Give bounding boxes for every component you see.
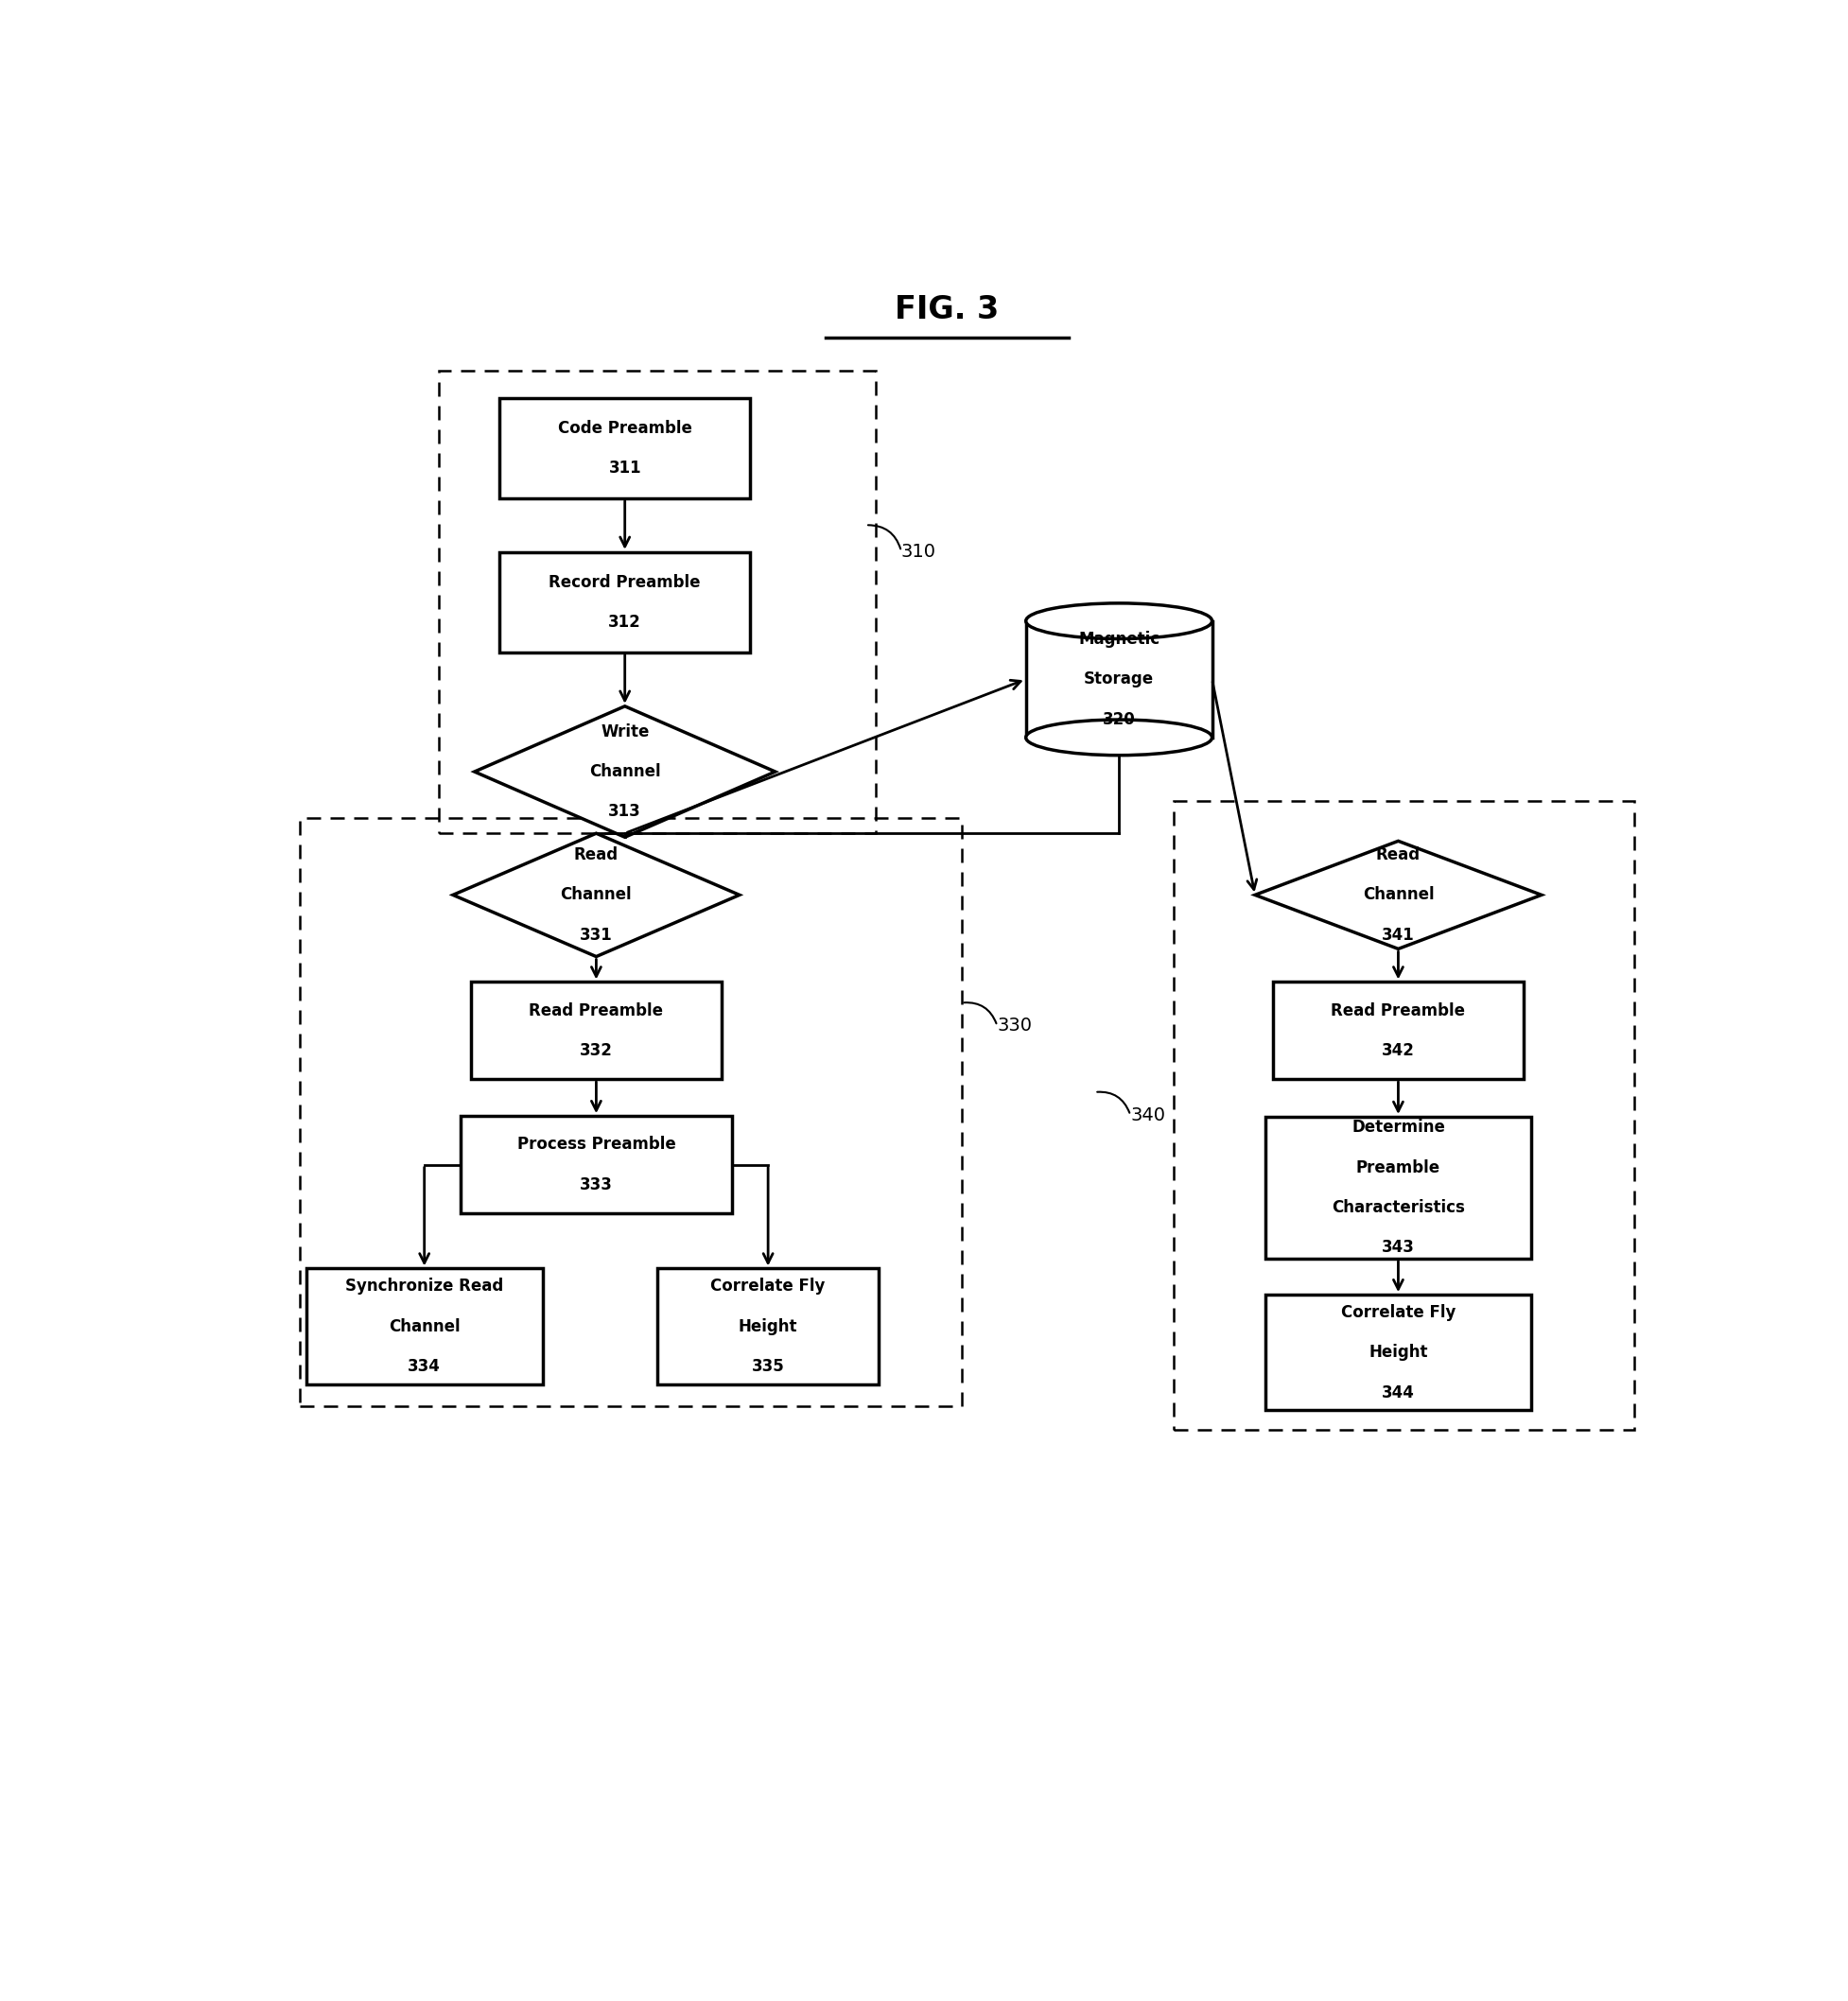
Text: Process Preamble: Process Preamble [517, 1137, 676, 1153]
Text: 310: 310 [902, 542, 937, 560]
Text: Channel: Channel [1362, 886, 1434, 904]
Text: 311: 311 [608, 460, 641, 476]
Text: 341: 341 [1382, 926, 1416, 944]
Text: Channel: Channel [560, 886, 632, 904]
Text: 330: 330 [998, 1017, 1033, 1035]
Text: 340: 340 [1131, 1107, 1166, 1125]
Text: Correlate Fly: Correlate Fly [711, 1279, 826, 1295]
Text: 331: 331 [580, 926, 614, 944]
Text: Magnetic: Magnetic [1077, 630, 1161, 648]
FancyBboxPatch shape [307, 1269, 543, 1385]
Text: 342: 342 [1382, 1043, 1416, 1059]
Text: 334: 334 [408, 1359, 442, 1375]
Text: 335: 335 [752, 1359, 785, 1375]
Text: Determine: Determine [1351, 1119, 1445, 1137]
FancyBboxPatch shape [471, 982, 721, 1079]
FancyBboxPatch shape [1273, 982, 1523, 1079]
Text: Synchronize Read: Synchronize Read [346, 1279, 503, 1295]
Polygon shape [453, 832, 739, 956]
Ellipse shape [1026, 720, 1212, 754]
Text: Correlate Fly: Correlate Fly [1342, 1305, 1456, 1321]
Text: 333: 333 [580, 1177, 614, 1193]
FancyBboxPatch shape [1266, 1117, 1530, 1259]
Text: Height: Height [1369, 1345, 1429, 1361]
FancyBboxPatch shape [1266, 1295, 1530, 1411]
Text: 344: 344 [1382, 1385, 1416, 1401]
Text: FIG. 3: FIG. 3 [894, 294, 1000, 324]
Text: Preamble: Preamble [1356, 1159, 1440, 1177]
Polygon shape [475, 706, 776, 836]
Text: Read: Read [1377, 846, 1421, 862]
Text: Read: Read [575, 846, 619, 862]
Ellipse shape [1026, 602, 1212, 638]
Bar [1026, 620, 1212, 738]
FancyBboxPatch shape [460, 1117, 732, 1213]
FancyBboxPatch shape [499, 398, 750, 498]
Text: Record Preamble: Record Preamble [549, 574, 700, 590]
Text: Read Preamble: Read Preamble [529, 1003, 663, 1019]
Text: Channel: Channel [590, 762, 660, 780]
Ellipse shape [1026, 602, 1212, 638]
Text: Write: Write [601, 722, 649, 740]
Text: Read Preamble: Read Preamble [1331, 1003, 1465, 1019]
Polygon shape [1255, 840, 1541, 948]
Text: Channel: Channel [388, 1319, 460, 1335]
Text: 320: 320 [1103, 710, 1135, 728]
Text: Storage: Storage [1085, 670, 1153, 688]
FancyBboxPatch shape [658, 1269, 880, 1385]
Text: 313: 313 [608, 802, 641, 820]
FancyBboxPatch shape [499, 552, 750, 652]
Text: 332: 332 [580, 1043, 614, 1059]
Text: 343: 343 [1382, 1239, 1416, 1257]
Text: 312: 312 [608, 614, 641, 630]
Text: Height: Height [739, 1319, 798, 1335]
Text: Code Preamble: Code Preamble [558, 420, 691, 436]
Text: Characteristics: Characteristics [1332, 1199, 1465, 1217]
